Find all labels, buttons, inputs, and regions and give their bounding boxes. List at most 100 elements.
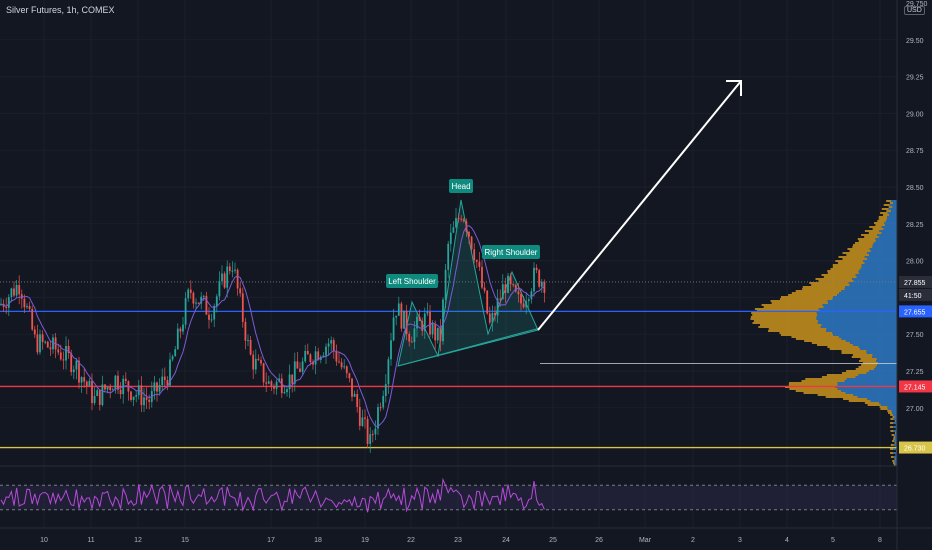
candle-body (169, 359, 171, 386)
candle-body (288, 374, 291, 390)
profile-bar-up (860, 358, 877, 360)
candle-body (371, 434, 374, 436)
profile-bar-down (887, 212, 897, 214)
candle-body (439, 327, 442, 342)
candle-body (345, 366, 348, 374)
candle-body (481, 266, 483, 288)
candle-body (202, 295, 205, 297)
profile-bar-down (818, 308, 897, 310)
profile-bar-down (846, 378, 897, 380)
candle-body (408, 333, 411, 342)
candle-body (436, 327, 439, 341)
profile-bar-down (827, 300, 897, 302)
arrow-head (726, 80, 742, 96)
candle-body (470, 236, 473, 250)
profile-bar-down (891, 200, 897, 202)
profile-bar-up (888, 206, 893, 208)
profile-bar-down (858, 374, 897, 376)
candle-body (130, 391, 132, 400)
profile-bar-down (844, 380, 897, 382)
x-tick-label: 26 (595, 537, 603, 544)
profile-bar-up (874, 222, 885, 224)
candle-body (421, 320, 424, 331)
profile-bar-down (866, 372, 897, 374)
candle-body (460, 218, 463, 220)
price-axis-bg (897, 0, 932, 550)
profile-bar-down (841, 390, 897, 392)
profile-bar-down (891, 410, 897, 412)
candle-body (114, 375, 117, 390)
profile-bar-down (893, 414, 897, 416)
profile-bar-up (771, 302, 829, 304)
candle-body (309, 354, 312, 362)
candle-body (247, 339, 249, 341)
candle-body (483, 287, 486, 291)
profile-bar-down (816, 316, 897, 318)
candle-body (280, 378, 283, 394)
candle-body (93, 395, 96, 404)
candle-body (171, 356, 174, 360)
x-tick-label: 4 (785, 537, 789, 544)
candle-body (59, 352, 62, 360)
candle-body (145, 397, 148, 400)
candle-body (384, 384, 387, 396)
profile-bar-down (861, 266, 897, 268)
y-tick-label: 27.25 (906, 369, 924, 376)
ma-line (0, 225, 545, 427)
candle-body (187, 289, 190, 299)
profile-bar-up (761, 304, 823, 306)
profile-bar-up (893, 438, 895, 440)
candle-body (195, 302, 197, 304)
x-tick-label: 22 (407, 537, 415, 544)
profile-bar-down (858, 272, 897, 274)
candle-body (312, 361, 314, 365)
candle-body (75, 360, 78, 370)
profile-bar-down (866, 352, 897, 354)
profile-bar-down (861, 264, 897, 266)
candle-body (119, 389, 122, 395)
profile-bar-up (823, 276, 857, 278)
candle-body (452, 227, 455, 233)
candle-body (54, 337, 57, 350)
candle-body (296, 361, 299, 369)
volume-profile (750, 200, 897, 466)
profile-bar-down (864, 262, 897, 264)
pattern-label: Right Shoulder (485, 248, 538, 257)
profile-bar-down (863, 260, 897, 262)
profile-bar-up (892, 440, 895, 442)
candle-body (156, 382, 158, 392)
profile-bar-up (891, 434, 895, 436)
profile-bar-down (876, 360, 897, 362)
profile-bar-down (894, 416, 897, 418)
candle-body (507, 275, 509, 293)
x-tick-label: 25 (549, 537, 557, 544)
profile-bar-up (894, 458, 896, 460)
profile-bar-up (861, 364, 878, 366)
candle-body (234, 269, 236, 271)
profile-bar-up (758, 326, 821, 328)
candle-body (327, 343, 330, 347)
profile-bar-down (893, 430, 897, 432)
candle-body (70, 353, 73, 373)
profile-bar-up (892, 416, 895, 418)
profile-bar-up (829, 348, 860, 350)
y-tick-label: 28.75 (906, 148, 924, 155)
candle-body (442, 299, 444, 342)
candle-body (527, 299, 530, 302)
candle-body (525, 301, 528, 308)
candle-body (23, 298, 26, 308)
candle-body (223, 273, 226, 288)
candle-body (143, 397, 145, 406)
profile-bar-down (872, 356, 897, 358)
profile-bar-up (802, 286, 846, 288)
candle-body (117, 375, 119, 390)
candle-body (395, 315, 398, 318)
profile-bar-up (843, 398, 868, 400)
profile-bar-up (890, 452, 894, 454)
rsi-line (0, 477, 545, 513)
profile-bar-up (890, 422, 894, 424)
candle-body (449, 232, 452, 244)
candle-body (325, 346, 327, 356)
candle-body (447, 243, 450, 270)
